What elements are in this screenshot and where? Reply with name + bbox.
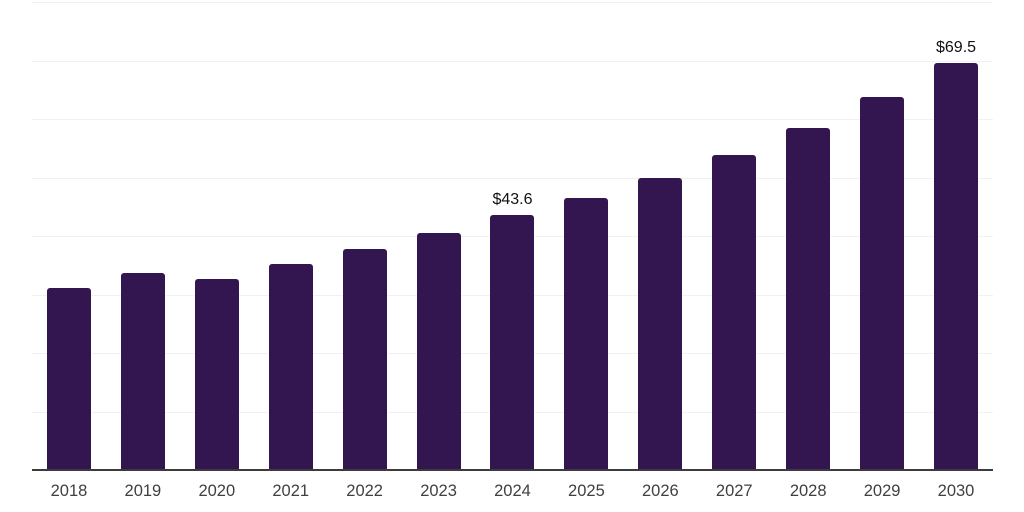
bar-slot-2025 xyxy=(549,2,623,470)
gridline-60 xyxy=(32,119,993,120)
x-tick-2025: 2025 xyxy=(568,482,605,500)
bar-2027 xyxy=(712,154,757,470)
bar-slot-2018 xyxy=(32,2,106,470)
x-tick-2019: 2019 xyxy=(124,482,162,500)
x-axis-tick-labels: 2018 2019 2020 2021 2022 2023 2024 2025 2026 2027… xyxy=(32,483,993,500)
x-tick-2030: 2030 xyxy=(937,482,975,500)
x-tick-2024: 2024 xyxy=(494,482,531,500)
bar-2018 xyxy=(46,288,91,470)
x-axis-line xyxy=(32,469,993,471)
bar-slot-2020 xyxy=(180,2,254,470)
bar-slot-2021 xyxy=(254,2,328,470)
bar-2021 xyxy=(268,264,313,470)
bar-slot-2022 xyxy=(328,2,402,470)
x-tick-2026: 2026 xyxy=(641,482,679,500)
x-tick-2021: 2021 xyxy=(272,482,310,500)
x-tick-2020: 2020 xyxy=(198,482,236,500)
bar-slot-2024: $43.6 xyxy=(476,2,550,470)
bar-slot-2030: $69.5 xyxy=(919,2,993,470)
bar-2028 xyxy=(786,128,831,470)
bar-slot-2028 xyxy=(771,2,845,470)
bar-2025 xyxy=(564,197,609,470)
x-tick-2018: 2018 xyxy=(50,482,88,500)
gridline-80 xyxy=(32,2,993,3)
bar-value-label-2030: $69.5 xyxy=(936,39,977,57)
bar-2029 xyxy=(860,97,905,470)
x-tick-2029: 2029 xyxy=(863,482,901,500)
bar-2026 xyxy=(638,178,683,470)
bars-container: $43.6 $69.5 xyxy=(32,2,993,470)
bar-slot-2027 xyxy=(697,2,771,470)
bar-2030 xyxy=(934,63,979,470)
bar-slot-2026 xyxy=(623,2,697,470)
x-tick-2022: 2022 xyxy=(346,482,383,500)
bar-2024 xyxy=(490,214,535,470)
bar-slot-2019 xyxy=(106,2,180,470)
bar-2023 xyxy=(416,232,461,470)
bar-2020 xyxy=(194,278,239,470)
bar-slot-2029 xyxy=(845,2,919,470)
gridline-70 xyxy=(32,60,993,62)
x-tick-2023: 2023 xyxy=(420,482,457,500)
bar-value-label-2024: $43.6 xyxy=(492,190,533,208)
x-tick-2027: 2027 xyxy=(715,482,753,500)
gridline-50 xyxy=(32,177,993,179)
bar-2019 xyxy=(120,273,165,470)
plot-area: $43.6 $69.5 xyxy=(32,2,993,471)
x-tick-2028: 2028 xyxy=(789,482,827,500)
bar-slot-2023 xyxy=(402,2,476,470)
bar-2022 xyxy=(342,249,387,470)
